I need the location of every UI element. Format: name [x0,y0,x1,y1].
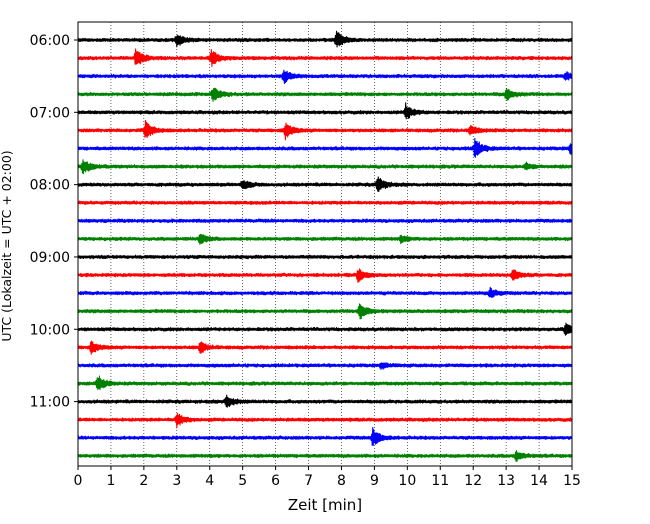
trace-1000 [77,322,573,336]
y-axis-ticks: 06:00 07:00 08:00 09:00 10:00 11:00 [30,33,78,411]
trace-0845 [77,233,573,245]
trace-0915 [77,268,573,283]
x-tick-label-9: 9 [370,473,379,489]
x-tick-label-0: 0 [74,473,83,489]
x-axis-label: Zeit [min] [288,496,362,514]
y-tick-label-0800: 08:00 [30,178,70,194]
trace-1115 [77,412,573,429]
trace-0730 [77,137,573,158]
trace-0630 [77,69,573,85]
x-tick-label-3: 3 [172,473,181,489]
y-tick-label-0900: 09:00 [30,250,70,266]
trace-0945 [77,303,573,320]
trace-0930 [77,286,573,299]
x-tick-label-10: 10 [398,473,416,489]
x-axis-ticks: 0 1 2 3 4 5 6 7 8 9 10 11 12 13 14 15 [74,466,581,489]
x-tick-label-4: 4 [205,473,214,489]
y-tick-label-0700: 07:00 [30,105,70,121]
y-tick-label-0600: 06:00 [30,33,70,49]
trace-0830 [77,218,573,224]
x-tick-label-15: 15 [563,473,581,489]
trace-1045 [77,375,573,391]
y-tick-label-1100: 11:00 [30,395,70,411]
trace-0900 [77,254,573,260]
x-tick-label-6: 6 [271,473,280,489]
trace-1100 [77,394,573,408]
trace-0815 [77,200,573,206]
trace-0600 [77,30,573,48]
trace-0715 [77,119,573,141]
x-tick-label-5: 5 [238,473,247,489]
x-tick-label-7: 7 [304,473,313,489]
trace-1145 [77,450,573,462]
trace-0645 [77,87,573,102]
x-tick-label-2: 2 [139,473,148,489]
trace-1030 [77,362,573,370]
trace-0700 [77,102,573,120]
x-tick-label-14: 14 [530,473,548,489]
x-tick-label-8: 8 [337,473,346,489]
x-tick-label-11: 11 [431,473,449,489]
x-tick-label-12: 12 [464,473,482,489]
trace-0615 [77,48,573,67]
trace-0800 [77,176,573,193]
trace-1015 [77,340,573,355]
plot-frame [77,21,573,467]
x-tick-label-1: 1 [106,473,115,489]
y-axis-label: UTC (Lokalzeit = UTC + 02:00) [0,150,14,341]
trace-0745 [77,159,573,175]
vertical-gridlines [110,22,540,466]
x-tick-label-13: 13 [497,473,515,489]
y-tick-label-1000: 10:00 [30,322,70,338]
seismic-traces [77,30,573,462]
trace-1130 [77,427,573,446]
